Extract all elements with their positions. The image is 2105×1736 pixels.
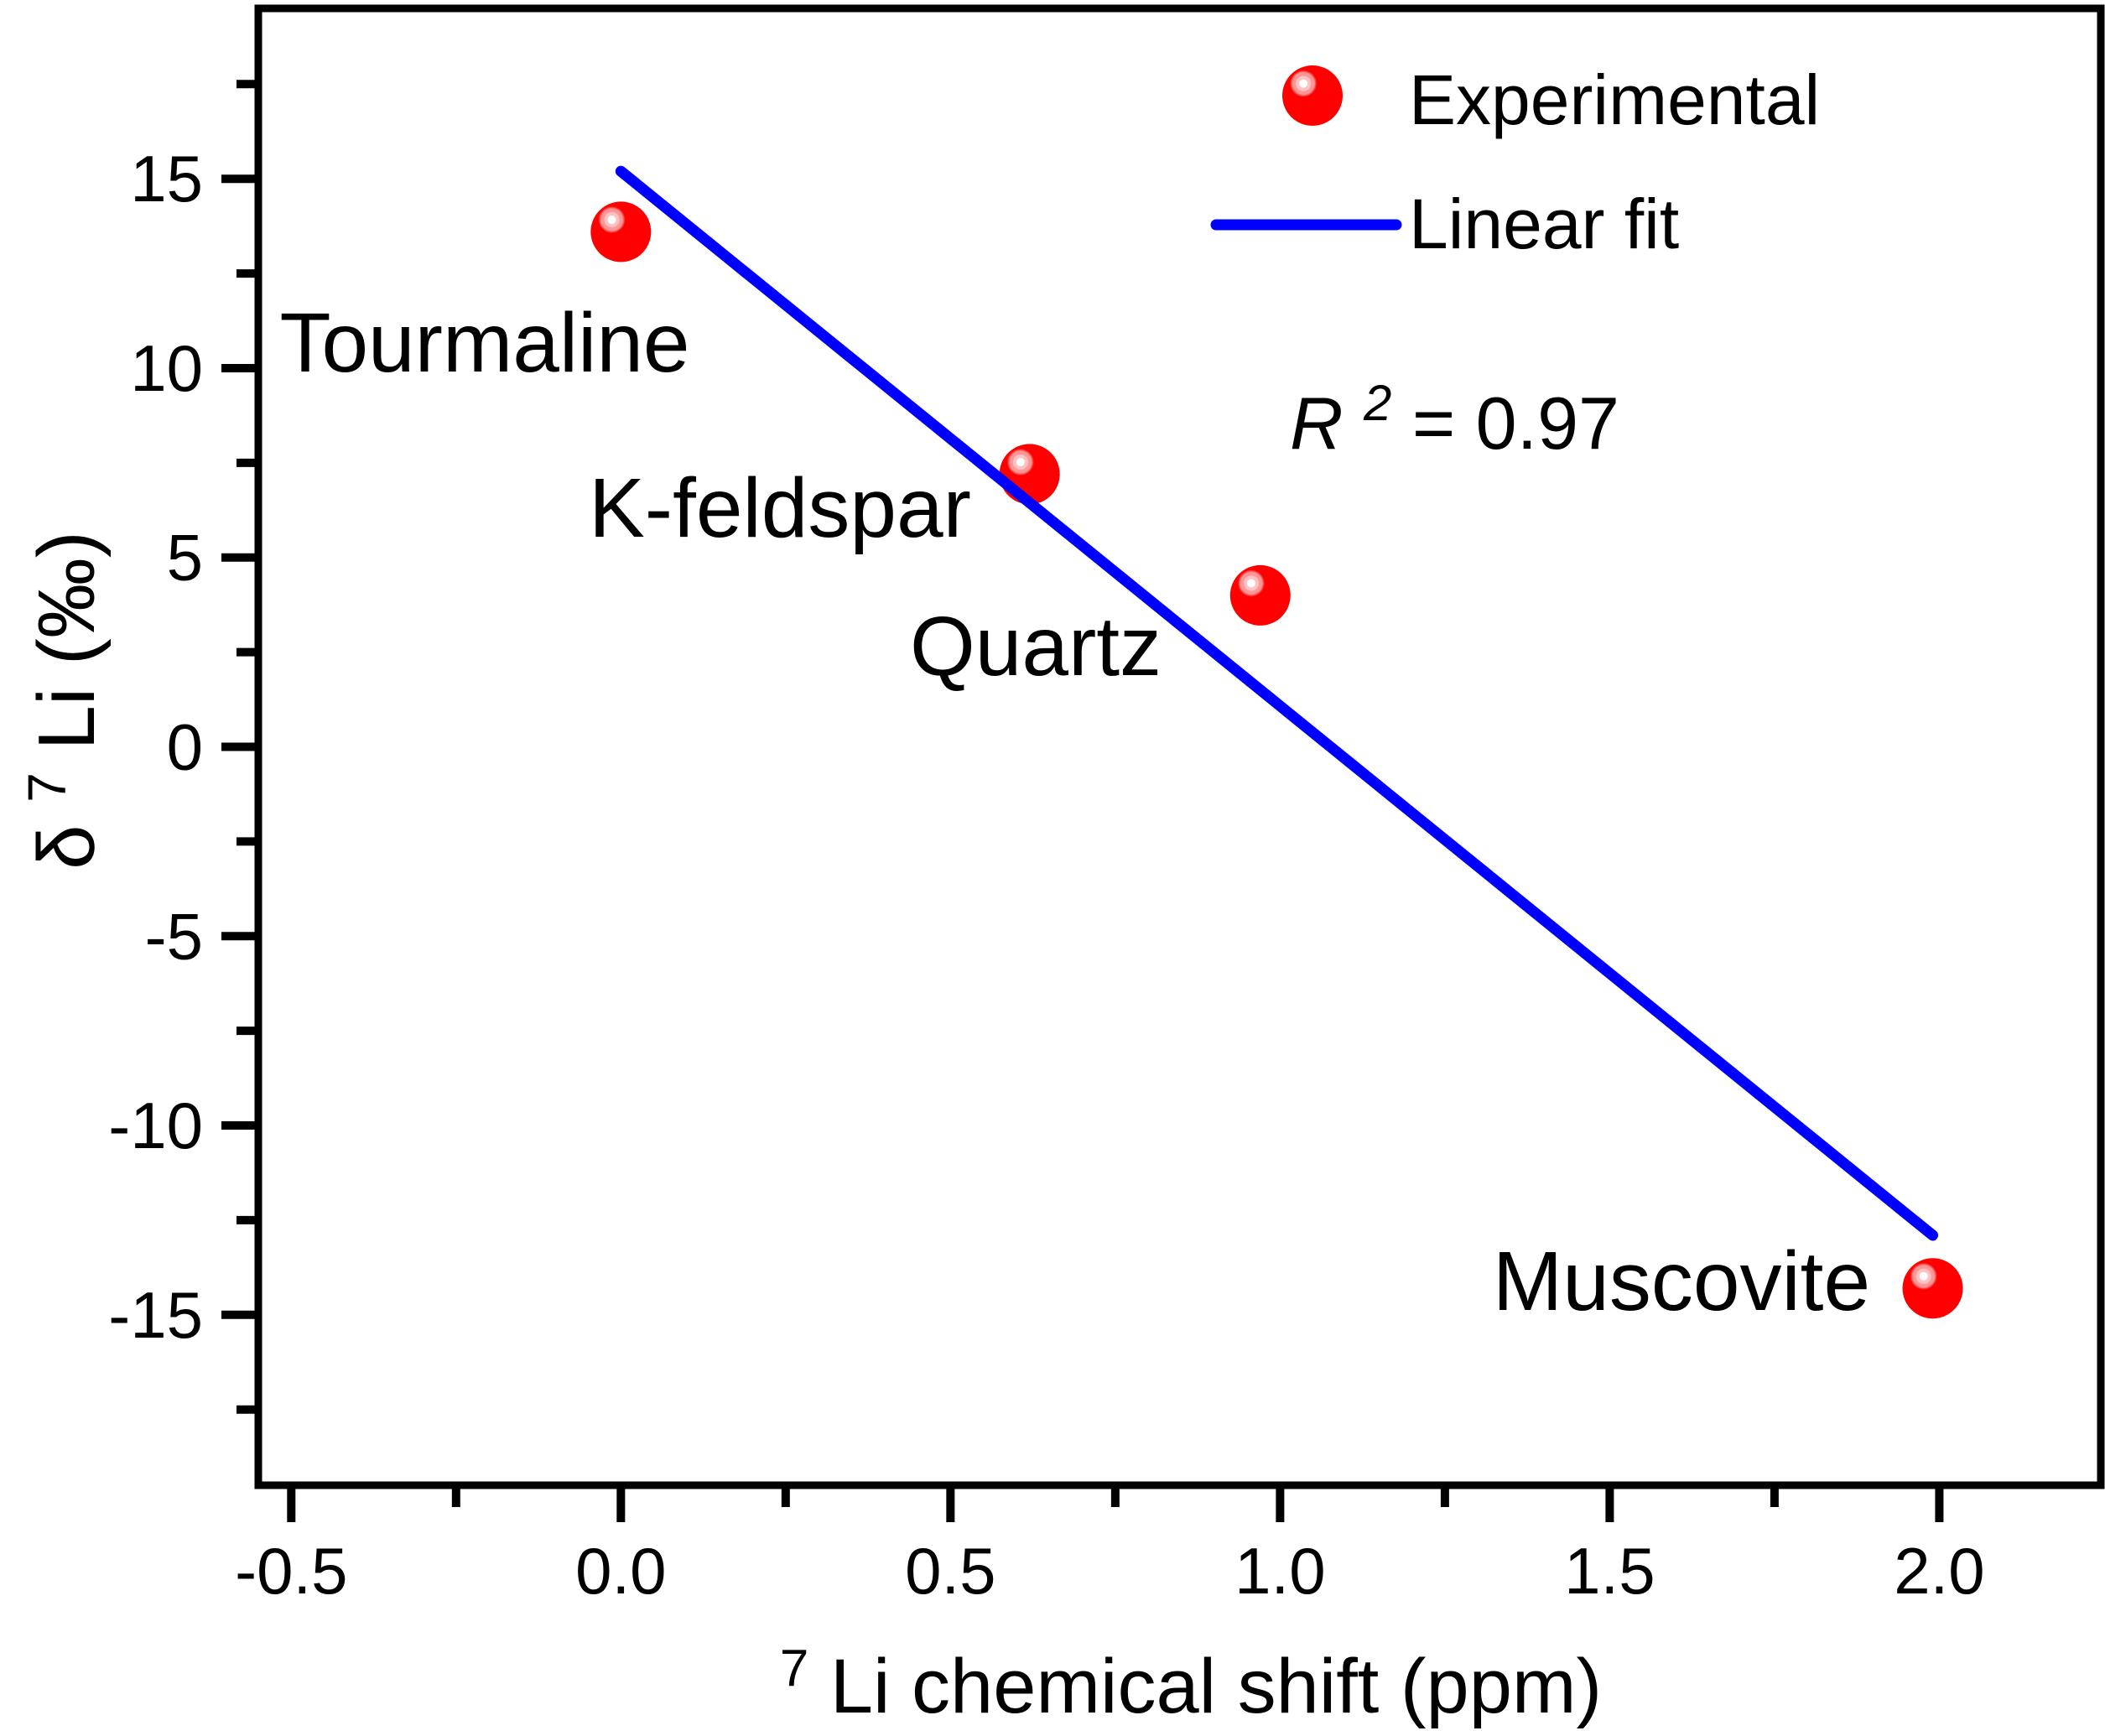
x-tick-label: 2.0 — [1894, 1534, 1984, 1608]
point-label-muscovite: Muscovite — [1493, 1234, 1870, 1328]
x-axis-title-superscript: 7 — [780, 1640, 808, 1697]
x-tick-label: 1.5 — [1564, 1534, 1655, 1608]
fit-line-group — [615, 165, 1939, 1241]
point-label-quartz: Quartz — [910, 600, 1162, 694]
x-axis-title: 7 Li chemical shift (ppm) — [780, 1617, 1602, 1729]
r-squared-value: = 0.97 — [1412, 382, 1619, 465]
data-points — [590, 201, 1963, 1319]
y-tick-label: 5 — [167, 521, 203, 595]
legend: Experimental Linear fit — [1210, 60, 1820, 263]
data-point-quartz — [1229, 564, 1291, 626]
y-axis-title: δ 7 Li (‰) — [0, 531, 112, 870]
x-tick-label: 0.5 — [905, 1534, 995, 1608]
y-axis-title-delta: δ — [22, 824, 112, 869]
x-tick-label: 0.0 — [575, 1534, 666, 1608]
point-label-tourmaline: Tourmaline — [279, 296, 689, 390]
data-point-k-feldspar — [999, 444, 1060, 505]
y-tick-label: 15 — [130, 142, 203, 216]
y-tick-label: -10 — [108, 1089, 203, 1162]
y-axis-title-superscript: 7 — [17, 772, 77, 803]
x-axis-title-text: Li chemical shift (ppm) — [830, 1644, 1602, 1729]
legend-marker-experimental — [1282, 65, 1343, 126]
x-tick-label: 1.0 — [1234, 1534, 1325, 1608]
y-tick-label: -5 — [145, 899, 203, 973]
y-axis-title-text: Li (‰) — [22, 531, 112, 750]
point-label-k-feldspar: K-feldspar — [589, 461, 971, 555]
point-labels: Tourmaline K-feldspar Quartz Muscovite — [279, 296, 1870, 1328]
r-squared-symbol: R — [1290, 382, 1344, 465]
x-axis-ticks: -0.5 0.0 0.5 1.0 1.5 2.0 — [235, 1485, 1985, 1608]
data-point-tourmaline — [590, 201, 652, 262]
y-tick-label: 0 — [167, 710, 203, 784]
y-tick-label: -15 — [108, 1278, 203, 1352]
x-tick-label: -0.5 — [235, 1534, 347, 1608]
legend-label-linear-fit: Linear fit — [1409, 185, 1679, 263]
fit-line — [615, 165, 1939, 1241]
r-squared-annotation: R 2 = 0.97 — [1290, 353, 1619, 465]
y-axis-ticks: 15 10 5 0 -5 -10 -15 — [108, 80, 258, 1414]
y-tick-label: 10 — [130, 331, 203, 405]
legend-label-experimental: Experimental — [1409, 60, 1820, 139]
r-squared-exponent: 2 — [1363, 375, 1391, 431]
data-point-muscovite — [1902, 1258, 1963, 1319]
